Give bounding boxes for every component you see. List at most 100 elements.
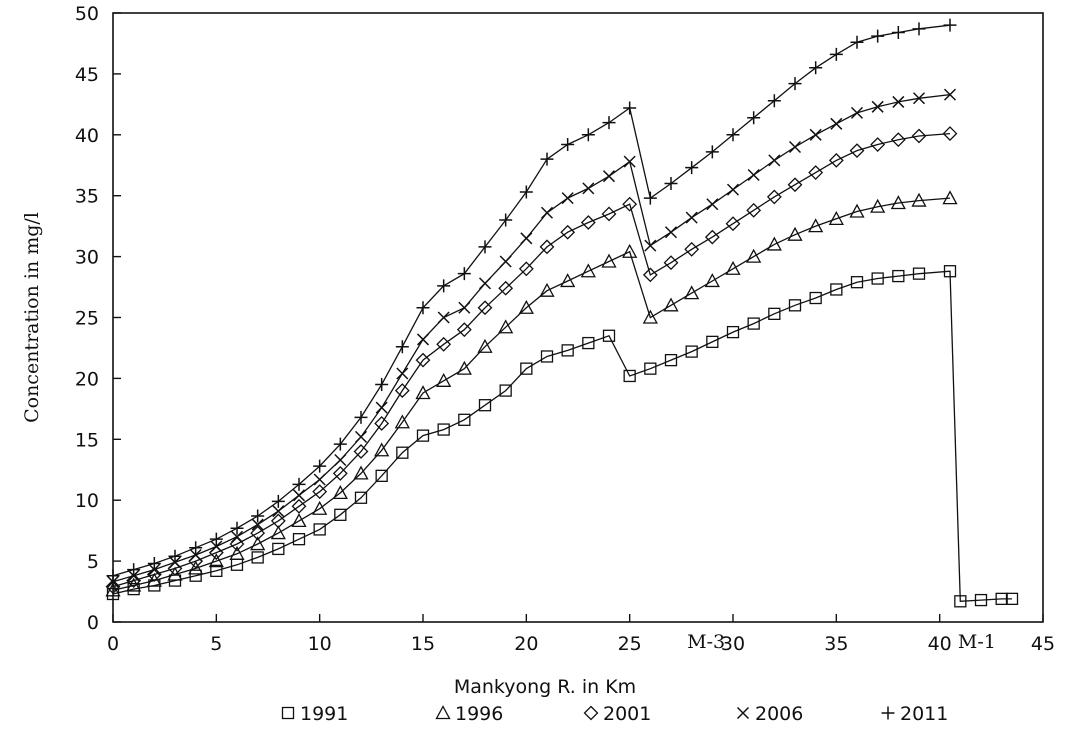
x-tick-label: 5	[210, 633, 222, 655]
data-point-2011	[685, 161, 699, 175]
data-point-1996	[704, 273, 720, 288]
data-point-2001	[498, 280, 514, 296]
station-label: M-3	[687, 631, 725, 653]
data-point-1996	[477, 338, 493, 353]
data-point-2011	[643, 191, 657, 205]
data-point-2011	[871, 29, 885, 43]
data-point-2006	[747, 168, 760, 182]
data-point-1991	[850, 276, 864, 289]
data-point-2001	[828, 152, 844, 168]
legend-marker-2011	[881, 706, 895, 720]
data-point-1996	[911, 192, 927, 207]
data-point-2006	[354, 430, 368, 443]
data-point-2006	[726, 183, 740, 196]
axes: 0 5 10 15 20 25 30 35 40 45 0 5 10 15 20 25 30 35 40 45 50 M-…	[75, 3, 1055, 655]
data-point-1996	[580, 263, 596, 278]
legend-item-2006: 2006	[736, 703, 803, 725]
data-point-1996	[498, 319, 514, 334]
data-point-2001	[436, 336, 452, 352]
data-point-2011	[581, 128, 595, 142]
data-point-2011	[664, 177, 678, 191]
data-point-1991	[251, 551, 264, 564]
data-point-2001	[766, 189, 782, 205]
data-point-2011	[271, 494, 285, 508]
data-point-1996	[539, 282, 555, 297]
data-point-1996	[291, 513, 307, 528]
data-point-1996	[746, 248, 762, 263]
legend-item-2011: 2011	[881, 703, 948, 725]
legend-label: 1991	[300, 703, 348, 725]
data-point-1991	[437, 423, 450, 436]
data-point-2001	[415, 352, 431, 368]
data-point-1991	[623, 369, 636, 383]
data-point-2001	[601, 206, 617, 222]
legend-label: 1996	[455, 703, 503, 725]
legend-marker-2001	[583, 705, 599, 721]
y-tick-label: 5	[87, 551, 99, 573]
data-point-1991	[1005, 592, 1019, 606]
data-point-1991	[520, 362, 533, 375]
data-point-2006	[602, 170, 616, 183]
series-line-2001	[112, 132, 951, 588]
data-point-1991	[685, 345, 698, 358]
data-point-1991	[582, 336, 595, 350]
data-point-1991	[334, 508, 347, 521]
data-point-1991	[602, 329, 616, 342]
legend-marker-1996	[435, 705, 451, 720]
series-1991	[106, 265, 1019, 608]
data-point-2006	[499, 255, 512, 268]
data-point-1991	[354, 491, 368, 504]
data-point-2011	[850, 35, 864, 49]
series-line-2011	[112, 24, 951, 577]
data-point-2001	[291, 498, 307, 514]
data-point-2006	[892, 95, 905, 108]
x-tick-label: 20	[514, 633, 538, 655]
data-point-2011	[230, 521, 244, 535]
data-point-2001	[374, 416, 390, 431]
data-point-2011	[147, 557, 161, 571]
data-point-2006	[375, 401, 388, 414]
data-point-1996	[890, 195, 906, 210]
y-tick-label: 50	[75, 3, 99, 25]
data-point-1991	[912, 267, 926, 280]
data-point-2011	[251, 509, 265, 523]
data-point-2011	[561, 138, 575, 152]
data-point-2001	[580, 215, 596, 230]
data-point-2001	[126, 573, 142, 589]
data-point-1991	[995, 592, 1008, 606]
data-point-2011	[623, 101, 637, 115]
data-point-2006	[313, 473, 326, 486]
data-point-1996	[518, 299, 534, 314]
x-tick-label: 10	[308, 633, 332, 655]
x-tick-label: 35	[824, 633, 848, 655]
y-tick-label: 20	[75, 368, 99, 390]
data-point-2006	[685, 211, 698, 224]
data-point-1991	[747, 317, 760, 330]
data-point-1996	[828, 210, 844, 225]
data-point-2011	[705, 145, 719, 159]
data-point-1996	[126, 577, 142, 592]
data-point-1996	[312, 500, 328, 515]
data-point-2011	[457, 267, 471, 281]
data-point-1996	[374, 442, 390, 457]
data-point-1991	[830, 283, 843, 296]
data-point-2011	[354, 410, 368, 424]
data-point-1991	[892, 269, 905, 283]
data-point-2006	[582, 182, 595, 195]
data-point-2001	[890, 132, 906, 148]
data-point-2001	[870, 137, 886, 152]
data-point-1996	[188, 560, 204, 575]
data-point-2006	[623, 155, 636, 168]
data-point-2006	[189, 548, 202, 562]
data-point-1991	[313, 523, 326, 536]
series-line-1996	[112, 197, 951, 591]
data-point-1991	[974, 593, 988, 607]
data-point-2006	[520, 232, 533, 245]
data-point-1996	[270, 525, 286, 540]
data-point-2011	[168, 549, 182, 563]
data-point-2006	[943, 88, 957, 101]
data-point-2001	[663, 255, 679, 271]
data-point-1991	[540, 350, 554, 363]
